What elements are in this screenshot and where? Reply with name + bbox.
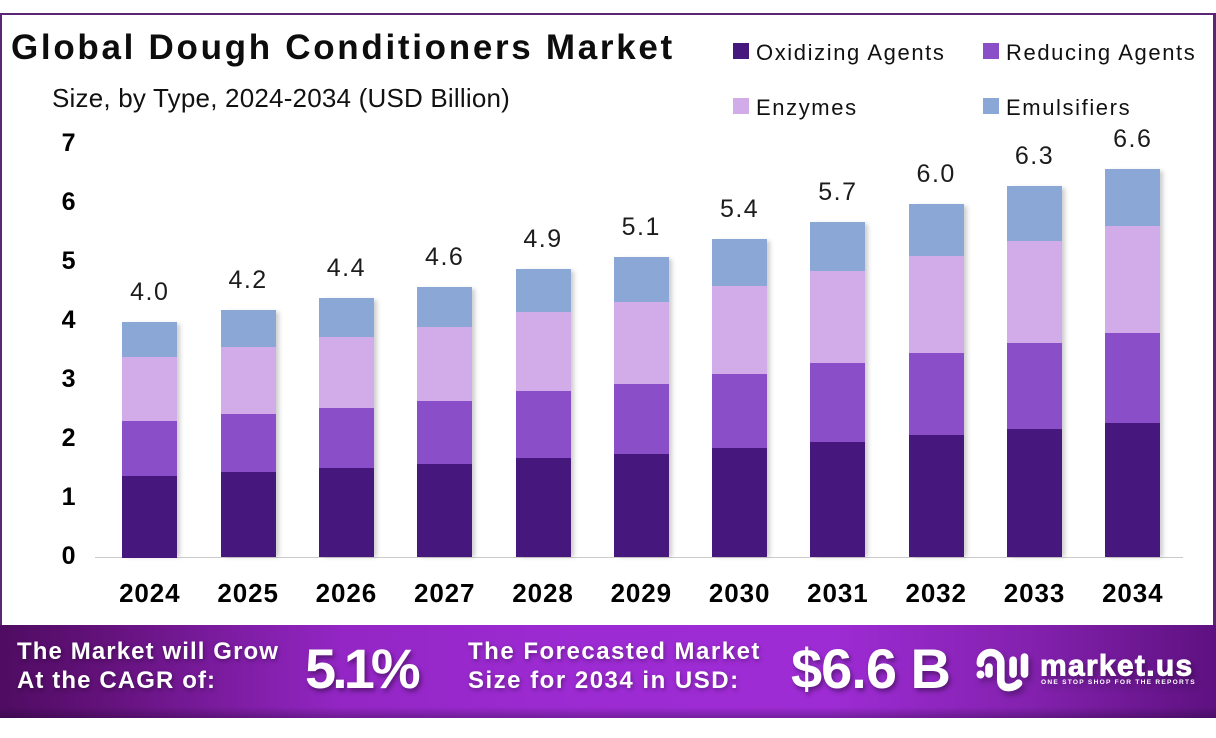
svg-text:market.us: market.us xyxy=(1040,649,1193,682)
svg-text:ONE STOP SHOP FOR THE REPORTS: ONE STOP SHOP FOR THE REPORTS xyxy=(1041,679,1196,686)
